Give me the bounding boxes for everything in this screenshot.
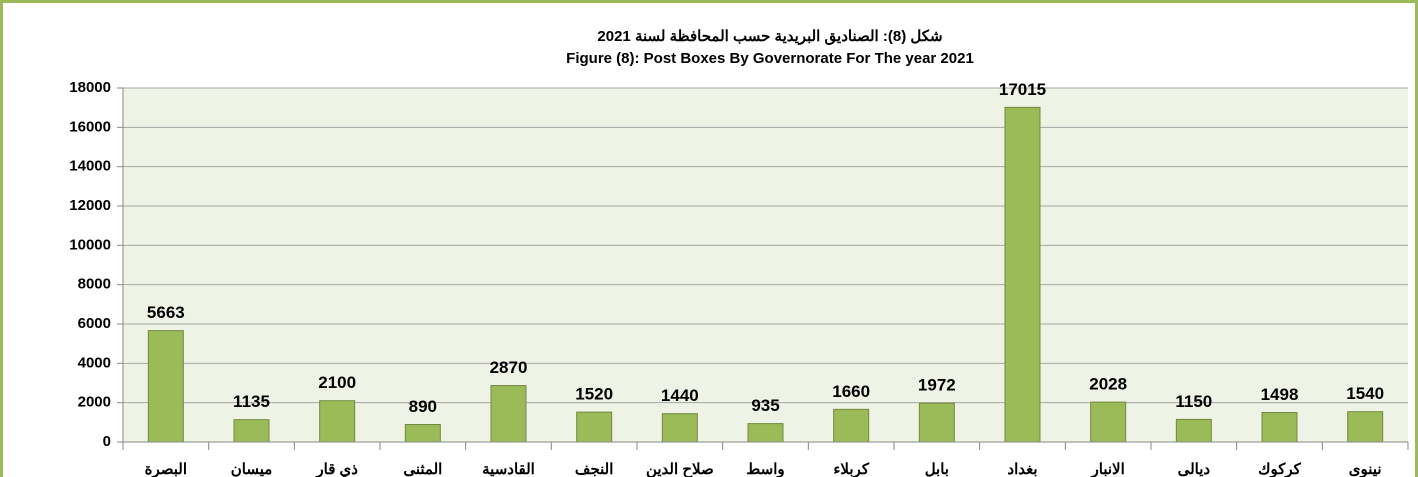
data-label: 1498	[1261, 385, 1299, 404]
bar	[490, 385, 527, 443]
x-tick-label: كربلاء	[833, 461, 869, 477]
x-tick-label: واسط	[746, 461, 784, 477]
bar	[233, 419, 270, 443]
y-tick-label: 2000	[78, 394, 111, 411]
data-label: 890	[409, 397, 437, 416]
x-tick-label: البصرة	[145, 461, 187, 477]
data-label: 1440	[661, 386, 699, 405]
y-tick-label: 16000	[69, 118, 111, 135]
y-tick-label: 0	[103, 433, 111, 450]
chart-subtitle: Figure (8): Post Boxes By Governorate Fo…	[566, 50, 974, 67]
bar	[319, 400, 356, 443]
x-tick-label: القادسية	[482, 461, 535, 477]
x-tick-label: نينوى	[1349, 461, 1382, 477]
bar	[747, 423, 784, 443]
x-tick-label: الانبار	[1091, 461, 1125, 477]
bar	[404, 423, 441, 443]
y-tick-label: 18000	[69, 79, 111, 96]
bar	[1004, 106, 1041, 443]
x-tick-label: ذي قار	[315, 461, 358, 477]
data-label: 5663	[147, 303, 185, 322]
data-label: 17015	[999, 80, 1046, 99]
data-label: 2100	[318, 373, 356, 392]
bar	[1175, 418, 1212, 443]
bar	[1347, 411, 1384, 443]
bar	[918, 402, 955, 443]
y-tick-label: 14000	[69, 158, 111, 175]
x-tick-label: النجف	[575, 461, 613, 477]
data-label: 2870	[490, 358, 528, 377]
bar	[1261, 412, 1298, 443]
data-label: 1150	[1175, 392, 1212, 411]
data-label: 1660	[832, 382, 870, 401]
data-label: 1540	[1346, 384, 1384, 403]
x-tick-label: صلاح الدين	[646, 461, 714, 477]
bar	[833, 408, 870, 443]
chart-title: شكل (8): الصناديق البريدية حسب المحافظة …	[597, 28, 942, 45]
y-tick-label: 12000	[69, 197, 111, 214]
y-tick-label: 6000	[78, 315, 111, 332]
data-label: 1135	[233, 392, 270, 411]
x-tick-label: ميسان	[231, 461, 273, 477]
data-label: 935	[751, 396, 779, 415]
data-label: 1520	[575, 385, 613, 404]
x-tick-label: المثنى	[403, 461, 442, 477]
bar	[576, 411, 613, 443]
x-tick-label: ديالى	[1178, 461, 1211, 477]
x-tick-label: بغداد	[1007, 461, 1037, 477]
bar	[661, 413, 698, 443]
data-label: 2028	[1089, 375, 1127, 394]
x-tick-label: كركوك	[1258, 461, 1302, 477]
y-tick-label: 8000	[78, 276, 111, 293]
plot-area	[123, 88, 1408, 442]
y-tick-label: 10000	[69, 236, 111, 253]
bar	[147, 330, 184, 443]
x-tick-label: بابل	[925, 461, 949, 477]
y-tick-label: 4000	[78, 354, 111, 371]
data-label: 1972	[918, 376, 956, 395]
bar	[1090, 401, 1127, 443]
